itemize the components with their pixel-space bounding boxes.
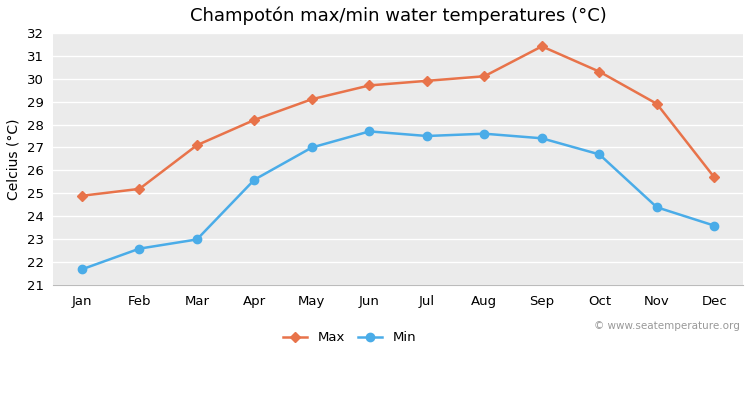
Min	[480, 131, 489, 136]
Max	[537, 44, 546, 49]
Min	[652, 205, 662, 210]
Max	[250, 118, 259, 122]
Text: © www.seatemperature.org: © www.seatemperature.org	[594, 321, 740, 331]
Max	[193, 143, 202, 148]
Max	[480, 74, 489, 79]
Min	[77, 267, 86, 272]
Max	[652, 102, 662, 106]
Min	[537, 136, 546, 141]
Min	[365, 129, 374, 134]
Min	[135, 246, 144, 251]
Max	[135, 186, 144, 191]
Min	[193, 237, 202, 242]
Legend: Max, Min: Max, Min	[278, 326, 422, 350]
Max	[365, 83, 374, 88]
Max	[422, 78, 431, 83]
Max	[77, 193, 86, 198]
Min	[422, 134, 431, 138]
Title: Champotón max/min water temperatures (°C): Champotón max/min water temperatures (°C…	[190, 7, 607, 26]
Max	[710, 175, 718, 180]
Max	[308, 97, 316, 102]
Min	[595, 152, 604, 157]
Min	[308, 145, 316, 150]
Min	[710, 223, 718, 228]
Max	[595, 69, 604, 74]
Min	[250, 177, 259, 182]
Line: Max: Max	[79, 43, 718, 199]
Line: Min: Min	[78, 127, 718, 274]
Y-axis label: Celcius (°C): Celcius (°C)	[7, 118, 21, 200]
